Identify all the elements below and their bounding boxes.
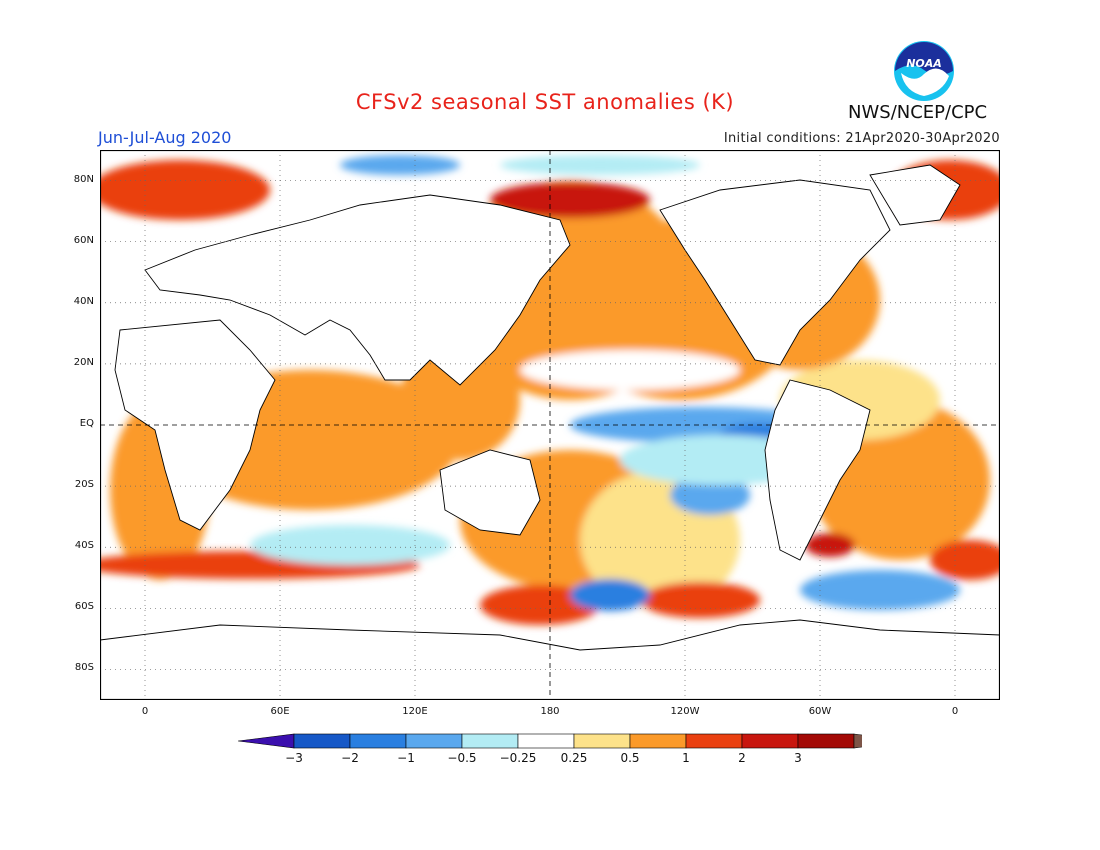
- colorbar-min-triangle: [238, 733, 295, 749]
- colorbar-tick-label: −0.25: [500, 751, 537, 765]
- agency-label: NWS/NCEP/CPC: [848, 102, 988, 123]
- australia-land: [439, 449, 541, 536]
- lon-tick-label: 0: [141, 706, 149, 717]
- lat-tick-label: 20N: [73, 356, 94, 368]
- lat-tick-label: 20S: [74, 479, 94, 491]
- lon-tick-label: 120E: [402, 706, 428, 717]
- greenland-land: [869, 164, 961, 226]
- colorbar: −3 −2 −1 −0.5 −0.25 0.25 0.5 1 2 3: [238, 733, 862, 765]
- sst-anomaly-map: [100, 150, 1000, 700]
- colorbar-segment: [741, 733, 799, 749]
- lat-tick-label: 40S: [74, 540, 94, 552]
- lat-tick-label: 40N: [73, 295, 94, 307]
- lon-tick-label: 60W: [808, 706, 832, 717]
- lon-tick-label: 180: [540, 706, 560, 717]
- colorbar-tick-label: −0.5: [447, 751, 476, 765]
- colorbar-tick-label: 2: [738, 751, 746, 765]
- colorbar-segment: [629, 733, 687, 749]
- noaa-logo-text: NOAA: [906, 57, 942, 70]
- colorbar-segment: [517, 733, 575, 749]
- colorbar-segment: [797, 733, 855, 749]
- colorbar-tick-label: 3: [794, 751, 802, 765]
- antarctica-land: [100, 619, 1000, 700]
- colorbar-max-triangle: [853, 733, 862, 749]
- lon-tick-label: 120W: [670, 706, 700, 717]
- colorbar-segment: [293, 733, 351, 749]
- colorbar-segment: [405, 733, 463, 749]
- initial-conditions-label: Initial conditions: 21Apr2020-30Apr2020: [723, 131, 1000, 146]
- colorbar-tick-label: 1: [682, 751, 690, 765]
- colorbar-segment: [349, 733, 407, 749]
- colorbar-tick-label: −2: [341, 751, 359, 765]
- eurasia-land: [144, 194, 571, 386]
- colorbar-segment: [573, 733, 631, 749]
- colorbar-tick-label: −1: [397, 751, 415, 765]
- lat-tick-label: 80N: [73, 173, 94, 185]
- noaa-logo: NOAA: [894, 41, 954, 101]
- lat-tick-label: 80S: [74, 662, 94, 674]
- lat-tick-label: EQ: [79, 418, 94, 429]
- season-label: Jun-Jul-Aug 2020: [98, 128, 232, 147]
- colorbar-tick-label: −3: [285, 751, 303, 765]
- land-masses: [100, 164, 1000, 700]
- south-america-land: [764, 379, 871, 561]
- colorbar-segment: [685, 733, 743, 749]
- north-america-land: [659, 179, 891, 366]
- colorbar-tick-label: 0.5: [620, 751, 639, 765]
- chart-title: CFSv2 seasonal SST anomalies (K): [355, 90, 735, 114]
- map-frame: [100, 150, 1000, 700]
- lon-tick-label: 0: [951, 706, 959, 717]
- lat-tick-label: 60N: [73, 234, 94, 246]
- lat-tick-label: 60S: [74, 601, 94, 613]
- colorbar-tick-label: 0.25: [561, 751, 588, 765]
- lon-tick-label: 60E: [270, 706, 290, 717]
- colorbar-segment: [461, 733, 519, 749]
